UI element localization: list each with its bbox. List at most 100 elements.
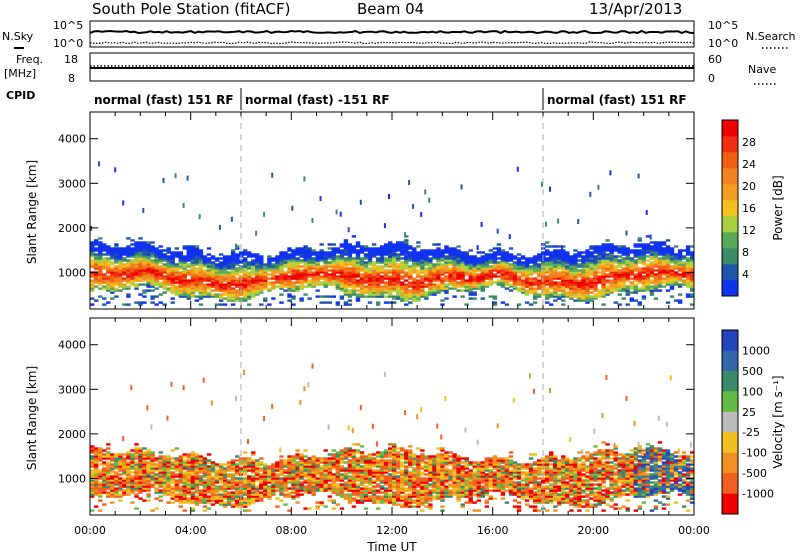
echo-cell <box>307 382 309 387</box>
echo-cell <box>509 247 513 249</box>
echo-cell <box>646 210 648 215</box>
echo-cell <box>134 447 138 449</box>
echo-cell <box>489 253 493 255</box>
echo-cell <box>456 245 460 247</box>
echo-cell <box>299 493 303 495</box>
echo-cell <box>291 249 295 251</box>
echo-cell <box>316 295 320 297</box>
echo-cell <box>356 279 360 281</box>
echo-cell <box>110 453 114 455</box>
echo-cell <box>316 277 320 279</box>
echo-cell <box>452 295 456 297</box>
echo-cell <box>626 231 628 236</box>
echo-cell <box>561 277 565 279</box>
echo-cell <box>372 247 376 249</box>
echo-cell <box>187 263 191 265</box>
echo-cell <box>175 173 177 178</box>
echo-cell <box>122 283 126 285</box>
echo-cell <box>235 459 239 461</box>
echo-cell <box>666 239 670 241</box>
echo-cell <box>589 192 591 197</box>
echo-cell <box>336 247 340 249</box>
echo-cell <box>134 301 138 303</box>
echo-cell <box>324 449 328 451</box>
echo-cell <box>219 293 223 295</box>
echo-cell <box>259 491 263 493</box>
echo-cell <box>686 293 690 295</box>
echo-cell <box>368 483 372 485</box>
echo-cell <box>219 253 223 255</box>
echo-cell <box>303 386 305 391</box>
echo-cell <box>678 283 682 285</box>
freq-unit-label: [MHz] <box>4 67 36 80</box>
echo-cell <box>686 257 690 259</box>
freq-left-tick-bottom: 8 <box>68 72 75 85</box>
echo-cell <box>465 251 469 253</box>
echo-cell <box>493 281 497 283</box>
echo-cell <box>320 483 324 485</box>
echo-cell <box>146 405 148 410</box>
echo-cell <box>328 269 332 271</box>
echo-cell <box>654 273 658 275</box>
echo-cell <box>126 451 130 453</box>
echo-cell <box>384 281 388 283</box>
echo-cell <box>303 485 307 487</box>
echo-cell <box>163 178 165 183</box>
echo-cell <box>126 245 130 247</box>
echo-cell <box>295 461 299 463</box>
echo-cell <box>682 255 686 257</box>
echo-cell <box>670 277 674 279</box>
echo-cell <box>340 449 344 451</box>
echo-cell <box>666 245 670 247</box>
echo-cell <box>509 277 513 279</box>
echo-cell <box>142 289 146 291</box>
echo-cell <box>412 247 416 249</box>
echo-cell <box>227 255 231 257</box>
echo-cell <box>420 277 424 279</box>
echo-cell <box>283 493 287 495</box>
echo-cell <box>142 241 146 243</box>
echo-cell <box>203 483 207 485</box>
colorbar-title: Power [dB] <box>771 175 785 240</box>
echo-cell <box>163 275 167 277</box>
echo-cell <box>122 483 126 485</box>
echo-cell <box>416 269 420 271</box>
echo-cell <box>207 291 211 293</box>
echo-cell <box>424 277 428 279</box>
echo-cell <box>380 277 384 279</box>
date-title: 13/Apr/2013 <box>589 0 682 18</box>
echo-cell <box>134 241 138 243</box>
echo-cell <box>106 245 110 247</box>
echo-cell <box>473 291 477 293</box>
echo-cell <box>171 485 175 487</box>
echo-cell <box>376 257 380 259</box>
echo-cell <box>287 487 291 489</box>
echo-cell <box>344 461 348 463</box>
echo-cell <box>142 283 146 285</box>
echo-cell <box>533 287 537 289</box>
echo-cell <box>231 503 235 505</box>
echo-cell <box>324 505 328 507</box>
cpid-segment-label: normal (fast) -151 RF <box>245 93 390 107</box>
echo-cell <box>98 481 102 483</box>
echo-cell <box>388 269 392 271</box>
echo-cell <box>223 297 227 299</box>
echo-cell <box>416 241 420 243</box>
echo-cell <box>191 483 195 485</box>
echo-cell <box>275 483 279 485</box>
echo-cell <box>203 378 205 383</box>
echo-cell <box>187 483 191 485</box>
echo-cell <box>332 499 336 501</box>
echo-cell <box>364 285 368 287</box>
echo-cell <box>179 271 183 273</box>
echo-cell <box>328 261 332 263</box>
echo-cell <box>662 285 666 287</box>
echo-cell <box>159 499 163 501</box>
echo-cell <box>203 509 207 511</box>
echo-cell <box>299 400 301 405</box>
echo-cell <box>324 251 328 253</box>
echo-cell <box>231 473 235 475</box>
echo-cell <box>404 283 408 285</box>
echo-cell <box>400 277 404 279</box>
echo-cell <box>465 279 469 281</box>
